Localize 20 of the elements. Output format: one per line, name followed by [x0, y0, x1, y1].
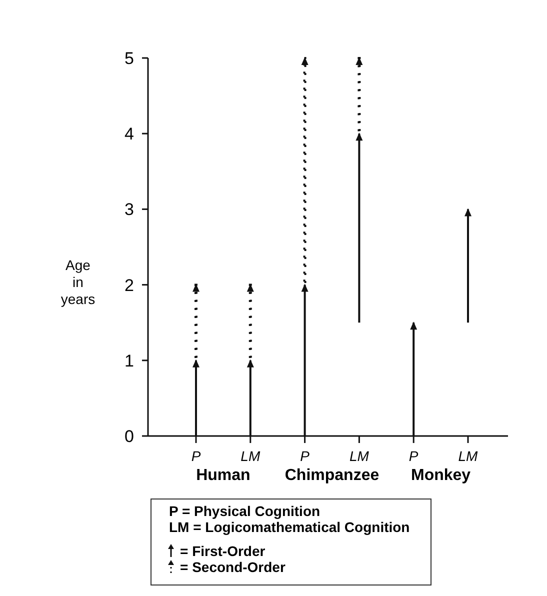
x-tick-label: LM — [349, 448, 370, 464]
y-tick-label: 2 — [124, 276, 134, 295]
text: Human — [196, 467, 250, 484]
x-tick-label: P — [191, 448, 202, 464]
y-tick-label: 0 — [124, 426, 134, 446]
x-tick-label: LM — [240, 448, 260, 464]
y-tick-label: 4 — [124, 124, 134, 144]
text: Monkey — [411, 467, 471, 484]
legend-label: = Second-Order — [180, 559, 286, 575]
text: LM = Logicomathematical Cognition — [169, 519, 410, 535]
x-tick-label: P — [408, 448, 419, 464]
y-axis-title: Age in years — [60, 257, 96, 307]
y-tick-label: 5 — [124, 48, 134, 68]
text: P = Physical Cognition — [169, 503, 320, 519]
text: Chimpanzee — [284, 467, 380, 484]
y-tick-label: 3 — [124, 200, 134, 220]
legend-label: = First-Order — [180, 543, 266, 559]
x-tick-label: P — [300, 448, 310, 464]
x-tick-label: LM — [458, 448, 478, 464]
y-tick-label: 1 — [124, 351, 134, 370]
